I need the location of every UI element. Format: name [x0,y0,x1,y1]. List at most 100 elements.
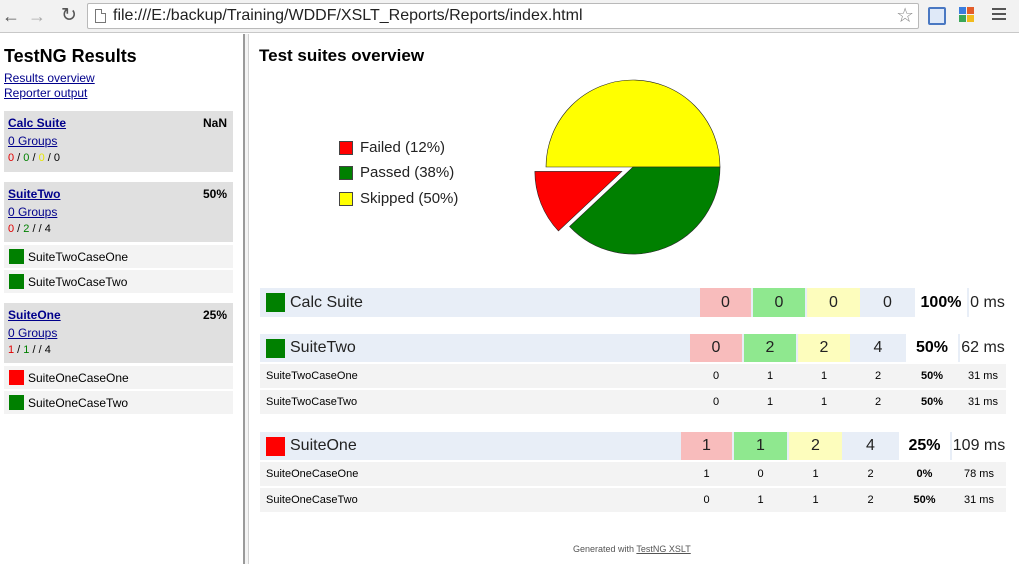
case-row[interactable]: SuiteOneCaseTwo 0 1 1 2 50% 31 ms [260,488,1006,512]
suite-counts: 0 / 0 / 0 / 0 [8,152,61,164]
percent-cell: 0% [916,468,933,480]
legend-label: Passed (38%) [360,164,455,181]
case-name: SuiteTwoCaseOne [266,370,358,382]
groups-link[interactable]: 0 Groups [8,326,58,340]
suite-counts: 1 / 1 / / 4 [8,344,51,356]
fail-status-icon [266,436,285,456]
fail-cell: 0 [690,334,742,362]
footer-text: Generated with [573,544,635,554]
suite-row-calc[interactable]: Calc Suite 0 0 0 0 100% 0 ms [260,288,1006,317]
suite-name: Calc Suite [290,293,363,311]
percent-cell: 50% [906,334,958,362]
url-text[interactable]: file:///E:/backup/Training/WDDF/XSLT_Rep… [113,7,583,24]
suite-row-one[interactable]: SuiteOne 1 1 2 4 25% 109 ms [260,432,1006,460]
footer: Generated with TestNG XSLT [573,544,691,554]
pass-status-icon [266,293,285,312]
fail-cell: 0 [712,370,720,382]
page-title: Test suites overview [259,46,425,65]
suite-counts: 0 / 2 / / 4 [8,223,51,235]
case-name: SuiteOneCaseOne [266,468,359,480]
time-cell: 78 ms [964,468,994,480]
time-cell: 31 ms [968,396,998,408]
case-row[interactable]: SuiteTwoCaseTwo 0 1 1 2 50% 31 ms [260,390,1006,414]
time-cell: 109 ms [952,432,1006,460]
suite-link[interactable]: SuiteTwo [8,187,61,201]
total-cell: 4 [873,339,883,356]
case-label: SuiteOneCaseTwo [28,396,129,410]
fail-cell: 1 [703,468,710,480]
sidebar-case-row[interactable]: SuiteOneCaseOne [4,366,233,389]
fail-cell: 1 [681,432,732,460]
groups-link[interactable]: 0 Groups [8,134,58,148]
suite-name-cell: SuiteOne [260,432,679,460]
skip-cell: 2 [798,334,850,362]
pass-status-icon [9,395,24,410]
suite-row-two[interactable]: SuiteTwo 0 2 2 4 50% 62 ms [260,334,1006,362]
sidebar: TestNG Results Results overview Reporter… [0,34,244,564]
case-name: SuiteOneCaseTwo [266,494,358,506]
suite-name-cell: Calc Suite [260,288,698,317]
suite-percent: 25% [202,308,227,322]
suite-link[interactable]: SuiteOne [8,308,61,322]
pass-count: 1 [23,344,30,356]
sidebar-case-row[interactable]: SuiteTwoCaseOne [4,245,233,268]
pass-status-icon [9,249,24,264]
skip-cell: 1 [820,370,828,382]
legend-item-failed: Failed (12%) [339,139,539,159]
fail-count: 1 [8,344,15,356]
pass-cell: 1 [757,494,764,506]
pass-cell: 1 [734,432,787,460]
total-count: 4 [44,344,51,356]
time-cell: 31 ms [964,494,994,506]
reporter-output-link[interactable]: Reporter output [4,86,88,100]
legend-label: Skipped (50%) [360,190,459,207]
suite-link[interactable]: Calc Suite [8,116,67,130]
pass-cell: 1 [766,370,774,382]
fail-count: 0 [8,152,15,164]
sidebar-title: TestNG Results [4,46,137,66]
sidebar-case-row[interactable]: SuiteOneCaseTwo [4,391,233,414]
suite-percent: 50% [202,187,227,201]
extension-icon[interactable] [959,7,977,25]
sidebar-case-row[interactable]: SuiteTwoCaseTwo [4,270,233,293]
results-overview-link[interactable]: Results overview [4,71,95,85]
time-cell: 0 ms [969,288,1006,317]
total-cell: 4 [866,437,875,454]
skip-cell: 1 [820,396,828,408]
pass-cell: 0 [757,468,764,480]
time-cell: 62 ms [960,334,1006,362]
fail-cell: 0 [703,494,710,506]
total-cell: 0 [883,293,892,311]
sidebar-suite-one: SuiteOne 25% 0 Groups 1 / 1 / / 4 [4,303,233,363]
pie-slice-failed [534,171,623,232]
legend-item-skipped: Skipped (50%) [339,190,539,210]
menu-icon[interactable] [992,8,1006,22]
case-label: SuiteTwoCaseTwo [28,275,128,289]
star-icon[interactable]: ☆ [896,5,914,27]
forward-arrow-icon[interactable]: → [28,6,46,26]
percent-cell: 50% [920,370,944,382]
legend-label: Failed (12%) [360,139,446,156]
reload-icon[interactable]: ↻ [61,5,77,26]
skip-cell: 0 [807,288,860,317]
pass-status-icon [9,274,24,289]
frame-divider[interactable] [243,34,249,564]
pass-cell: 1 [766,396,774,408]
address-bar[interactable]: file:///E:/backup/Training/WDDF/XSLT_Rep… [87,3,919,29]
total-count: 4 [44,223,51,235]
legend-swatch [339,192,353,206]
groups-link[interactable]: 0 Groups [8,205,58,219]
total-cell: 2 [867,494,874,506]
total-count: 0 [53,152,61,164]
testng-xslt-link[interactable]: TestNG XSLT [636,544,691,554]
suite-name: SuiteOne [290,437,357,454]
fail-cell: 0 [700,288,751,317]
extension-icon[interactable] [928,7,946,25]
skip-cell: 1 [812,468,819,480]
case-row[interactable]: SuiteTwoCaseOne 0 1 1 2 50% 31 ms [260,364,1006,388]
back-arrow-icon[interactable]: ← [2,6,20,26]
fail-status-icon [9,370,24,385]
pass-count: 0 [23,152,30,164]
case-name: SuiteTwoCaseTwo [266,396,358,408]
case-row[interactable]: SuiteOneCaseOne 1 0 1 2 0% 78 ms [260,462,1006,486]
